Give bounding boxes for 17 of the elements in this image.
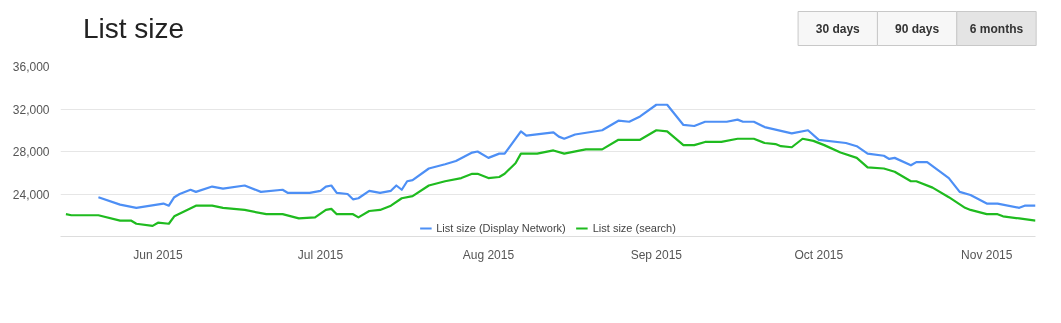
legend-label: List size (Display Network) <box>436 222 566 234</box>
y-tick-label: 32,000 <box>12 102 50 117</box>
y-tick-label: 28,000 <box>12 145 50 159</box>
line-series <box>97 103 1036 209</box>
text: 30 days <box>815 21 861 36</box>
chart-title: List size <box>82 13 185 44</box>
x-tick-label: Nov 2015 <box>961 247 1013 262</box>
y-tick-label: 36,000 <box>12 60 50 74</box>
y-tick-label: 24,000 <box>12 187 50 202</box>
x-tick-label: Oct 2015 <box>794 247 844 262</box>
legend-label: List size (search) <box>592 222 676 234</box>
x-tick-label: Jun 2015 <box>133 247 184 262</box>
x-tick-label: Sep 2015 <box>630 247 683 262</box>
text: 6 months <box>969 21 1024 36</box>
text: 90 days <box>895 21 940 36</box>
x-tick-label: Aug 2015 <box>462 247 515 262</box>
x-tick-label: Jul 2015 <box>297 247 344 262</box>
